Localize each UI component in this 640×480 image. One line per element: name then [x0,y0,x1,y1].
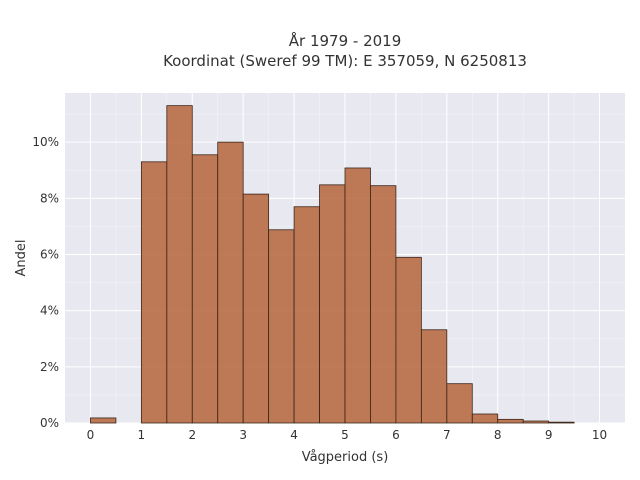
y-tick-labels: 0% 2% 4% 6% 8% 10% [32,135,59,430]
chart-title-line-1: År 1979 - 2019 [289,31,402,50]
y-tick-label: 10% [32,135,59,149]
histogram-bar [140,161,168,424]
y-axis-title: Andel [14,240,29,277]
x-tick-label: 9 [545,428,553,442]
y-tick-label: 0% [40,416,59,430]
x-tick-label: 1 [138,428,146,442]
x-tick-label: 4 [290,428,298,442]
x-tick-label: 5 [341,428,349,442]
y-tick-label: 8% [40,191,59,205]
histogram-bar [548,421,575,424]
chart-title-line-2: Koordinat (Sweref 99 TM): E 357059, N 62… [163,52,527,70]
x-tick-label: 3 [239,428,247,442]
histogram-bar [395,256,422,424]
y-tick-label: 6% [40,247,59,261]
histogram-bar [446,383,473,424]
x-tick-label: 2 [188,428,196,442]
y-tick-label: 2% [40,360,59,374]
histogram-bar [471,413,499,424]
bar-layer [90,105,575,424]
histogram-bar [420,329,448,424]
histogram-bar [293,206,320,424]
x-tick-labels: 0 1 2 3 4 5 6 7 8 9 10 [87,428,608,442]
histogram-bar [191,154,219,424]
x-tick-label: 7 [443,428,451,442]
histogram-bar [242,193,270,424]
histogram-bar [319,184,346,424]
x-tick-label: 0 [87,428,95,442]
histogram-bar [166,105,193,424]
histogram-bar [497,418,524,424]
histogram-bar [217,141,244,424]
histogram-bar [90,417,117,424]
histogram-bar [344,167,371,424]
x-axis-title: Vågperiod (s) [302,450,389,465]
histogram-bar [370,185,397,424]
histogram-bar [522,420,550,424]
x-tick-label: 6 [392,428,400,442]
y-tick-label: 4% [40,304,59,318]
histogram-bar [268,229,295,424]
x-tick-label: 10 [592,428,607,442]
x-tick-label: 8 [494,428,502,442]
